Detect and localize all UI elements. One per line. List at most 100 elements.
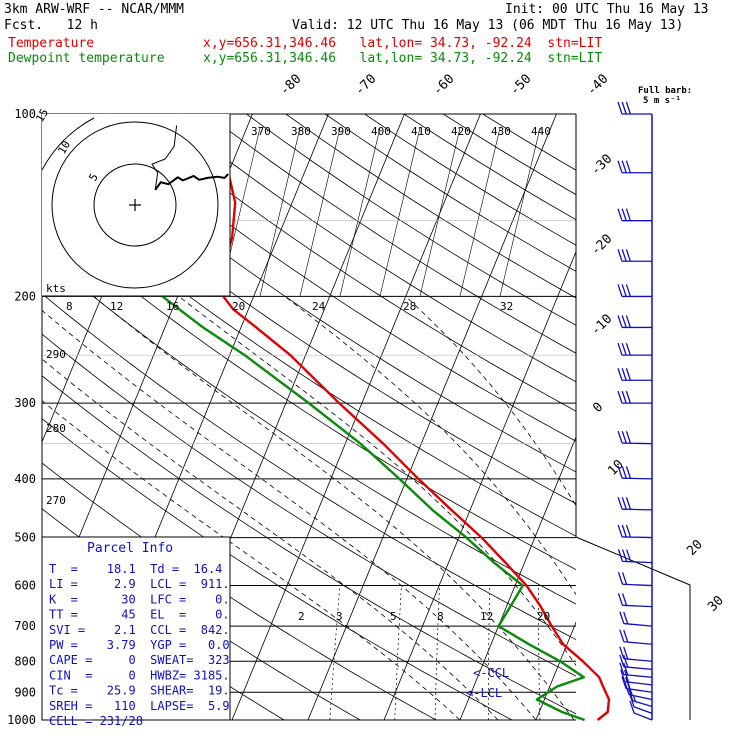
mixing-ratio-line (582, 586, 586, 720)
wind-barb-flag (621, 430, 627, 444)
pressure-label: 500 (14, 531, 36, 545)
wind-barb-flag (617, 101, 623, 115)
wind-note-line2: 5 m s⁻¹ (643, 96, 681, 106)
wind-barb-flag (623, 654, 629, 668)
parcel-info-panel: Parcel Info T = 18.1 Td = 16.4LI = 2.9 L… (41, 536, 231, 728)
parcel-info-row: PW = 3.79 YGP = 0.0 (49, 638, 230, 652)
mixing-ratio-top-label: 12 (110, 300, 123, 313)
lcl-marker: <-LCL (466, 686, 502, 700)
wind-barb-flag (617, 208, 623, 221)
model-title: 3km ARW-WRF -- NCAR/MMM (4, 2, 185, 17)
wind-barb-flag (625, 249, 632, 262)
wind-barb-shaft (622, 536, 653, 539)
wind-barb-flag (621, 208, 627, 221)
temperature-curve (175, 113, 611, 721)
wind-barb-flag (621, 342, 627, 356)
isotherm-label: -20 (588, 232, 615, 259)
wind-barb-flag (619, 611, 625, 624)
wind-barb-flag (625, 315, 632, 328)
wind-barb-shaft (625, 687, 653, 693)
wind-barb-flag (621, 160, 627, 173)
wind-barb-shaft (622, 604, 653, 608)
mixing-ratio-top-label: 28 (403, 300, 416, 313)
isotherm-label: 20 (684, 537, 706, 559)
dry-adiabat (42, 375, 576, 715)
wind-barb-flag (623, 646, 629, 660)
wind-barb-flag (621, 368, 627, 381)
mixing-ratio-bottom-label: 20 (537, 610, 550, 623)
forecast-hour: Fcst. 12 h (4, 18, 98, 33)
wind-barb-flag (617, 524, 623, 538)
moist-adiabat (42, 400, 461, 720)
wind-barb-flag (625, 524, 632, 538)
wind-barb-flag (617, 284, 623, 297)
wind-barb-shaft (623, 641, 653, 645)
isotherm-line (688, 114, 740, 720)
dewpoint-legend-label: Dewpoint temperature (8, 51, 165, 66)
wind-barb-flag (617, 549, 624, 562)
theta-e-line (499, 127, 541, 297)
wind-barb-flag (623, 611, 629, 625)
theta-e-line (379, 127, 421, 297)
theta-e-line (339, 127, 381, 297)
wind-barb-flag (621, 101, 627, 115)
mixing-ratio-line (394, 585, 402, 720)
mixing-ratio-bottom-label: 3 (336, 610, 343, 623)
wind-barb-flag (617, 315, 623, 328)
dry-adiabat (246, 114, 576, 326)
theta-e-label: 430 (491, 125, 511, 138)
wind-barb-flag (617, 593, 624, 606)
wind-barb-flag (621, 572, 628, 585)
wind-barb-shaft (622, 442, 653, 445)
pressure-label: 100 (14, 107, 36, 121)
wind-barb-flag (621, 497, 627, 510)
parcel-info-row: Tc = 25.9 SHEAR= 19. (49, 684, 230, 698)
isotherm-label: -50 (507, 72, 534, 99)
wind-barb-flag (619, 654, 625, 668)
wind-barb-flag (621, 593, 628, 606)
parcel-info-title: Parcel Info (87, 541, 173, 556)
isotherm-label: -40 (584, 72, 611, 99)
isotherm-label: 0 (590, 400, 606, 416)
wind-barb-shaft (624, 681, 653, 686)
wind-barb-flag (617, 572, 624, 585)
isotherm-label: -70 (352, 72, 379, 99)
wind-barb-shaft (622, 477, 653, 480)
isotherm-label: -30 (588, 152, 615, 179)
wind-barb-flag (619, 629, 625, 642)
isotherm-label: 30 (705, 593, 727, 615)
wind-barbs-layer (617, 101, 653, 721)
wind-barb-flag (625, 390, 632, 404)
wind-barb-flag (623, 662, 629, 676)
parcel-info-row: CIN = 0 HWBZ= 3185. (49, 668, 230, 682)
wind-barb-flag (625, 431, 632, 444)
wind-barb-shaft (623, 666, 653, 671)
theta-e-label: 370 (251, 125, 271, 138)
parcel-info-row: TT = 45 EL = 0. (49, 608, 230, 622)
wind-barb-flag (625, 160, 632, 173)
wind-barb-flag (625, 676, 631, 690)
valid-time: Valid: 12 UTC Thu 16 May 13 (06 MDT Thu … (292, 18, 684, 33)
wind-barb-shaft (623, 674, 653, 678)
theta-e-label: 410 (411, 125, 431, 138)
hodograph-ring-outer (41, 117, 95, 171)
dry-adiabat-label: 270 (46, 494, 66, 507)
wind-barb-shaft (632, 700, 653, 708)
wind-barb-flag (621, 549, 628, 562)
pressure-label: 900 (14, 685, 36, 699)
theta-e-label: 390 (331, 125, 351, 138)
temperature-legend-info: x,y=656.31,346.46 lat,lon= 34.73, -92.24… (203, 36, 603, 51)
isotherm-line (612, 114, 740, 720)
mixing-ratio-top-label: 16 (166, 300, 179, 313)
dry-adiabat-label: 280 (46, 422, 66, 435)
mixing-ratio-line (538, 585, 541, 720)
theta-e-label: 400 (371, 125, 391, 138)
wind-barb-flag (617, 390, 623, 404)
moist-adiabat (93, 296, 575, 720)
wind-barb-flag (617, 496, 623, 510)
hodograph-units: kts (46, 282, 66, 295)
hodograph-ring (93, 163, 177, 247)
theta-e-label: 380 (291, 125, 311, 138)
isotherm-label: -60 (430, 72, 457, 99)
